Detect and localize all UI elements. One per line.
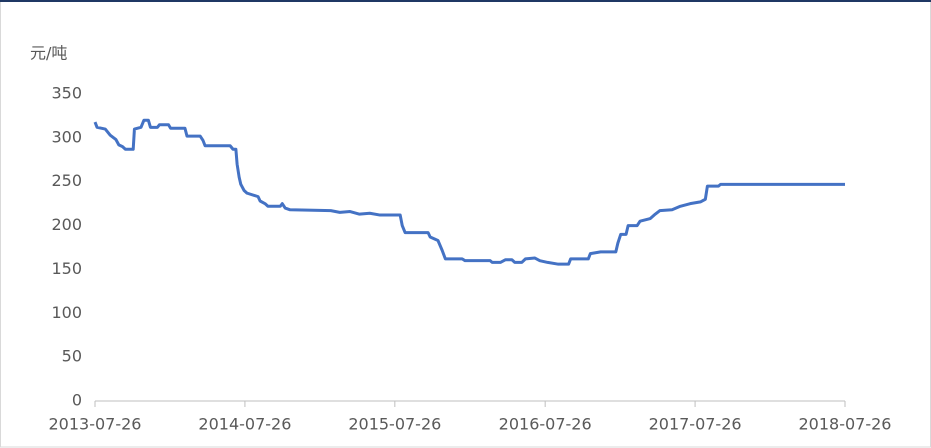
y-tick-label: 300 (51, 127, 82, 146)
y-tick-label: 350 (51, 84, 82, 103)
x-tick-label: 2014-07-26 (198, 415, 291, 434)
y-tick-label: 250 (51, 171, 82, 190)
x-tick-label: 2016-07-26 (499, 415, 592, 434)
x-tick-label: 2015-07-26 (348, 415, 441, 434)
y-axis-label: 元/吨 (30, 44, 67, 63)
data-line (93, 118, 845, 266)
x-tick-label: 2013-07-26 (49, 415, 142, 434)
y-tick-label: 0 (72, 391, 82, 410)
y-tick-label: 50 (62, 347, 82, 366)
x-tick-label: 2017-07-26 (649, 415, 742, 434)
y-tick-label: 200 (51, 215, 82, 234)
y-tick-label: 100 (51, 303, 82, 322)
y-tick-label: 150 (51, 259, 82, 278)
x-tick-label: 2018-07-26 (799, 415, 892, 434)
